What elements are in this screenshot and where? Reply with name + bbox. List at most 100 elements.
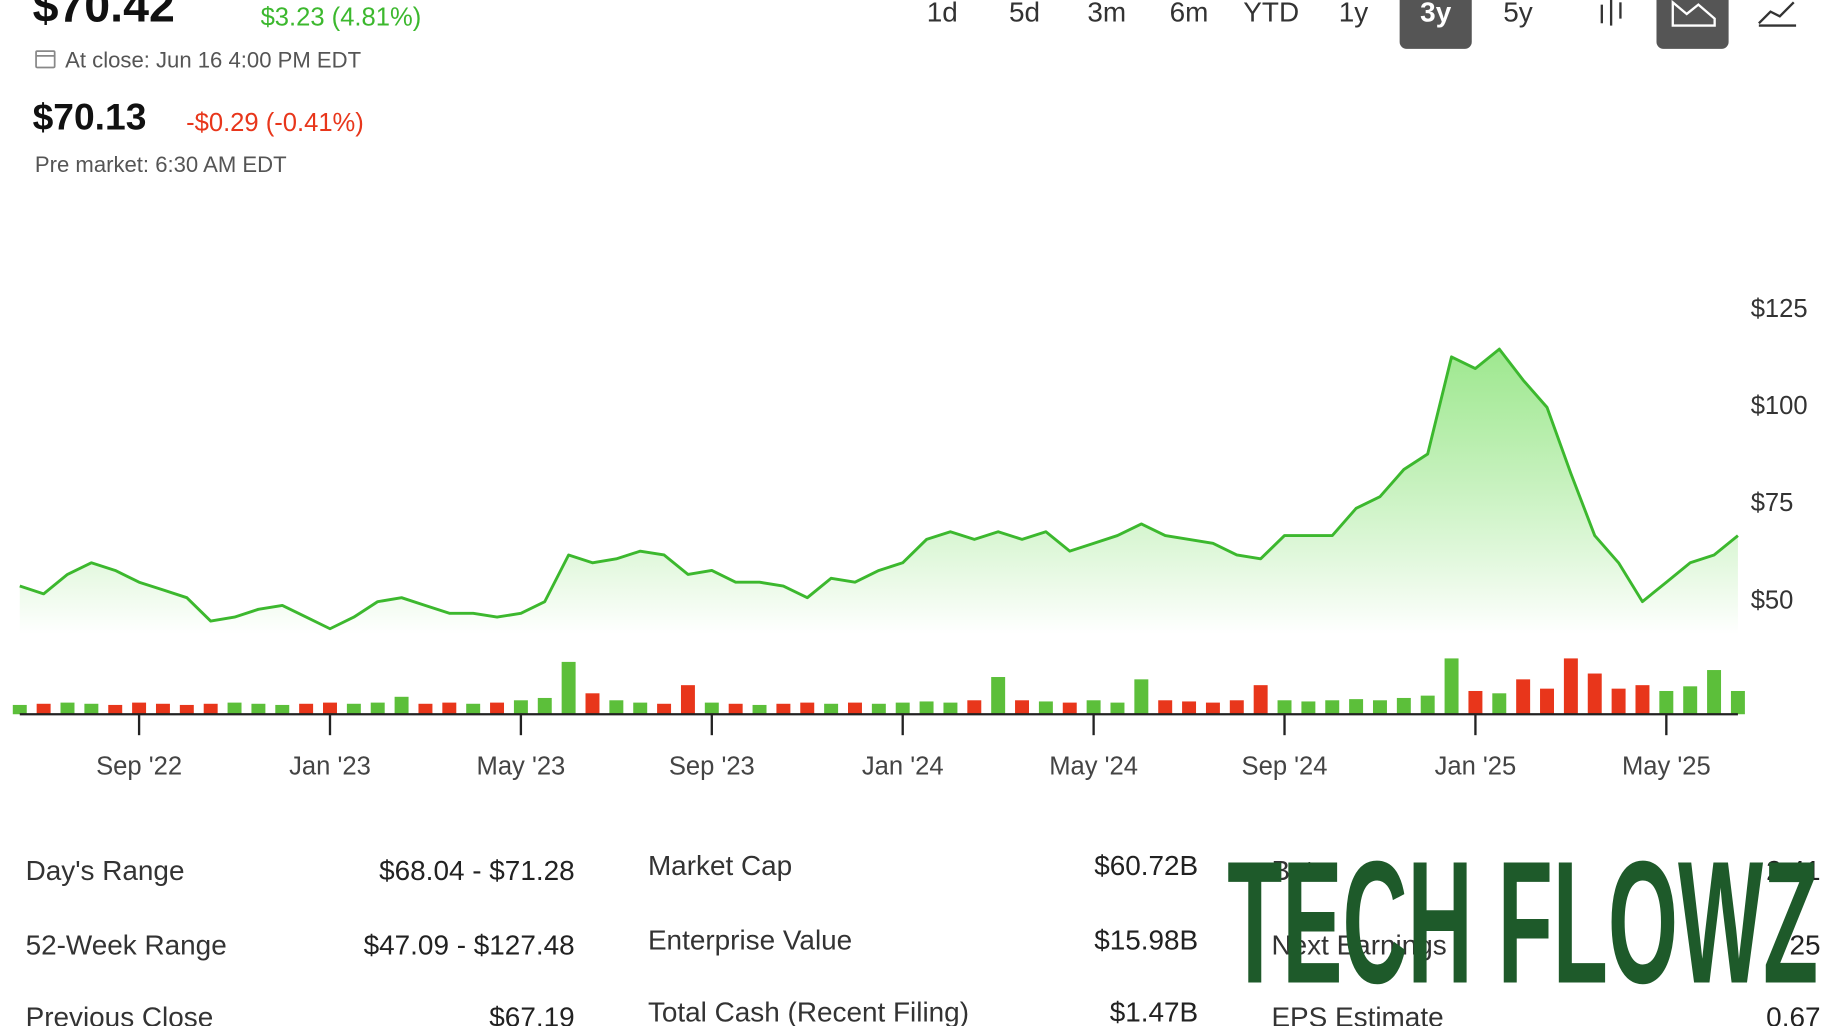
x-tick-label: May '24 [1049, 753, 1138, 781]
volume-bar [1659, 690, 1674, 715]
volume-bar [155, 703, 170, 715]
volume-bar [1563, 658, 1578, 715]
volume-bar [275, 704, 290, 715]
volume-bar [848, 702, 862, 715]
stat-value: $67.19 [489, 1001, 574, 1026]
y-tick-label: $75 [1751, 489, 1794, 517]
price-chart: $50 $75 $100 $125 Sep '22 Jan '23 May '23 Sep '… [12, 295, 1808, 781]
volume-bar [871, 703, 886, 715]
stat-label: Market Cap [648, 850, 792, 881]
stats-table: Day's Range $68.04 - $71.28 52-Week Range $… [26, 850, 1821, 1026]
volume-bar [466, 703, 481, 715]
volume-bar [1349, 699, 1364, 715]
stat-label: Beta [1271, 855, 1329, 886]
volume-bar [179, 704, 194, 715]
candle-button[interactable] [1600, 0, 1622, 26]
volume-bar [1492, 693, 1507, 715]
volume-bar [323, 702, 337, 715]
range-button[interactable]: 6m [1170, 0, 1209, 27]
stat-value: $1.47B [1110, 997, 1198, 1026]
y-tick-label: $100 [1751, 392, 1808, 420]
volume-bar [1182, 701, 1197, 715]
range-button[interactable]: YTD [1243, 0, 1299, 27]
range-button[interactable]: 5d [1009, 0, 1040, 27]
volume-bar [1038, 701, 1053, 715]
volume-bar [1635, 685, 1650, 715]
range-selector: 1d 5d 3m 6m YTD 1y 3y 5y [927, 0, 1533, 49]
watermark: TECH FLOWZ [1227, 825, 1818, 1020]
calendar-icon [35, 50, 56, 69]
volume-bar [1468, 690, 1483, 715]
volume-bar [370, 702, 385, 715]
volume-bar [227, 702, 242, 715]
volume-bar [633, 702, 648, 715]
volume-bar [1396, 697, 1411, 715]
range-button[interactable]: 1y [1339, 0, 1369, 27]
volume-bar [1062, 702, 1077, 715]
stat-value: $60.72B [1094, 850, 1198, 881]
volume-bar [1683, 686, 1698, 715]
stat-label: 52-Week Range [26, 929, 227, 960]
price-area [19, 349, 1738, 634]
volume-bar [704, 702, 719, 715]
volume-bar [12, 704, 27, 715]
volume-bar [752, 704, 767, 715]
volume-bar [657, 703, 672, 715]
volume-bar [132, 702, 147, 715]
range-selected-bg [1399, 0, 1472, 49]
pre-change: -$0.29 (-0.41%) [186, 109, 364, 137]
volume-bar [1134, 679, 1149, 715]
volume-bar [1229, 700, 1244, 715]
volume-bar [800, 702, 815, 715]
volume-bar [1205, 702, 1220, 715]
volume-bar [1110, 702, 1125, 715]
volume-bar [537, 697, 552, 715]
volume-bar [84, 703, 99, 715]
x-tick-label: Sep '24 [1242, 753, 1328, 781]
x-tick-label: May '23 [477, 753, 566, 781]
price: $70.42 [33, 0, 175, 32]
y-tick-label: $125 [1751, 295, 1808, 323]
volume-bar [1372, 700, 1387, 715]
volume-bar [1158, 700, 1173, 715]
volume-bar [919, 701, 934, 715]
pre-note: Pre market: 6:30 AM EDT [35, 152, 287, 177]
stat-value: 2.41 [1766, 855, 1820, 886]
volume-bar [394, 696, 409, 715]
line-button[interactable] [1758, 1, 1797, 27]
volume-bar [60, 702, 75, 715]
area-button[interactable] [1656, 0, 1729, 49]
volume-bar [1086, 700, 1101, 715]
volume-bar [513, 700, 528, 715]
volume-bar [824, 703, 839, 715]
volume-bar [1707, 670, 1722, 715]
volume-bar [490, 702, 505, 715]
volume-bar [776, 703, 791, 715]
range-button[interactable]: 3m [1087, 0, 1126, 27]
volume-bar [1730, 690, 1745, 715]
volume-bar [1540, 688, 1554, 715]
volume-bar [251, 703, 266, 715]
volume-bar [991, 677, 1006, 715]
stat-label: Total Cash (Recent Filing) [648, 997, 969, 1026]
stat-value: $68.04 - $71.28 [379, 855, 575, 886]
range-button[interactable]: 3y [1420, 0, 1452, 27]
volume-bar [1516, 679, 1531, 715]
x-tick-label: Sep '23 [669, 753, 755, 781]
volume-bar [1611, 688, 1626, 715]
volume-bar [418, 703, 433, 715]
volume-bar [609, 700, 624, 715]
price-line [19, 347, 1739, 631]
range-button[interactable]: 1d [927, 0, 958, 27]
volume-bar [1444, 658, 1459, 715]
stat-value: 25 [1789, 929, 1820, 960]
x-tick-label: Jan '25 [1435, 753, 1517, 781]
x-tick-label: Sep '22 [96, 753, 182, 781]
stat-value: 0.67 [1766, 1001, 1820, 1026]
volume-bar [895, 702, 910, 715]
close-note: At close: Jun 16 4:00 PM EDT [65, 47, 361, 72]
chart-type-buttons [1600, 0, 1797, 49]
volume-bar [585, 693, 600, 715]
range-button[interactable]: 5y [1503, 0, 1533, 27]
